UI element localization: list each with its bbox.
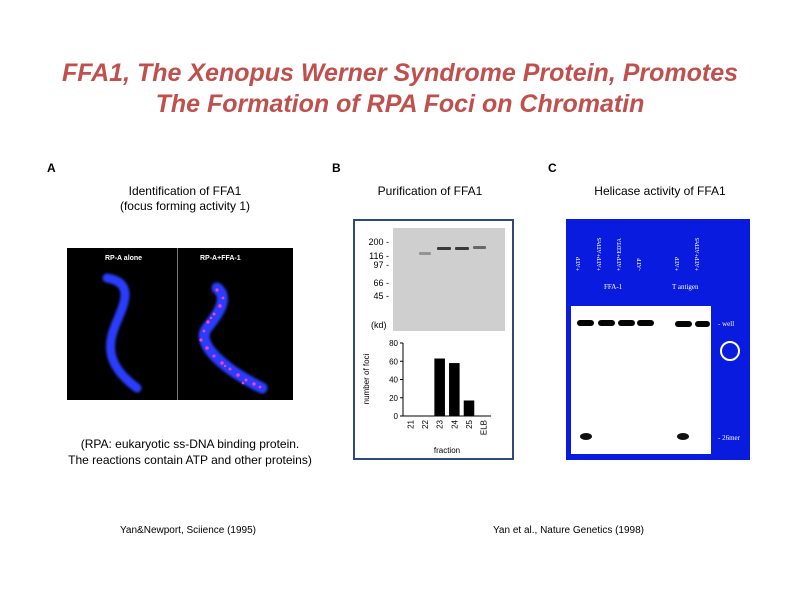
foci-bar-chart: number of foci fraction 0 20 40 60 80 21 22 23… [362,339,491,455]
gel-band-well [577,320,594,326]
panel-a-note-line1: (RPA: eukaryotic ss-DNA binding protein. [80,437,300,451]
y-tick-label: 40 [389,376,398,385]
panel-b-letter: B [332,161,341,175]
chromatin-image [102,273,268,394]
lane-label: +ATP+ATPrS [597,237,603,271]
mw-marker-200: 200 - [368,237,389,247]
micrograph-divider [177,248,178,400]
panel-a-title-line1: Identification of FFA1 [128,184,242,198]
chromatin-strand-right [198,282,268,394]
mw-marker-116: 116 - [369,251,389,261]
lane-label: +ATP+EDTA [617,238,623,271]
gel-band-well [618,320,635,326]
chart-bars [434,358,475,416]
panel-a-note-line2: The reactions contain ATP and other prot… [68,453,312,467]
lane-label: +ATP [675,256,681,271]
ring-marker [720,341,740,361]
gel-band [419,252,431,255]
fluorescence-micrograph: RP-A alone RP-A+FFA-1 [67,248,293,400]
panel-a-note: (RPA: eukaryotic ss-DNA binding protein.… [40,436,340,468]
lane-label: +ATP+ATPrS [695,237,701,271]
chromatin-strand-left [102,273,142,393]
group-label-ffa1: FFA-1 [604,283,623,291]
panel-a-title: Identification of FFA1 (focus forming ac… [80,184,290,214]
mw-marker-97: 97 - [373,260,389,270]
gel-band-well [637,320,654,326]
gel-band-well [598,320,615,326]
slide-title-line1: FFA1, The Xenopus Werner Syndrome Protei… [61,59,739,87]
bar-fraction-24 [449,363,460,416]
well-label: - well [718,320,735,328]
panel-c-letter: C [548,161,557,175]
y-tick-label: 0 [394,412,399,421]
gel-spot-26mer [677,433,689,440]
gel-band [455,247,469,250]
citation-nature-genetics: Yan et al., Nature Genetics (1998) [493,525,645,536]
lane-label: +ATP [576,256,582,271]
chart-ticks: 0 20 40 60 80 [389,339,403,421]
citation-science: Yan&Newport, Sciience (1995) [120,525,256,536]
x-tick-label: 23 [436,419,445,428]
mw-marker-66: 66 - [373,278,389,288]
bar-fraction-23 [434,358,445,416]
x-tick-label: 24 [450,419,459,428]
purification-figure: 200 - 116 - 97 - 66 - 45 - (kd) number o… [353,219,514,460]
y-tick-label: 80 [389,339,398,348]
x-tick-label: ELB [480,420,489,435]
rpa-foci [199,288,262,389]
gel-band [473,246,486,249]
substrate-label: - 26mer [718,434,740,442]
x-tick-label: 22 [421,419,430,428]
y-tick-label: 20 [389,394,398,403]
x-tick-label: 21 [406,419,415,428]
panel-b-title: Purification of FFA1 [377,184,483,198]
chart-categories: 21 22 23 24 25 ELB [406,419,488,435]
y-tick-label: 60 [389,357,398,366]
slide-title: FFA1, The Xenopus Werner Syndrome Protei… [0,58,800,120]
helicase-gel-figure: +ATP +ATP+ATPrS +ATP+EDTA -ATP +ATP +ATP… [566,219,750,460]
x-axis-label: fraction [434,446,460,455]
group-label-t-antigen: T antigen [672,283,699,291]
chart-axes [402,343,491,417]
slide-title-line2: The Formation of RPA Foci on Chromatin [155,90,645,118]
x-tick-label: 25 [465,419,474,428]
gel-band-well [675,321,692,327]
y-axis-label: number of foci [362,353,371,404]
gel-spot-26mer [580,433,592,440]
mw-marker-45: 45 - [373,291,389,301]
gel-band [437,247,451,250]
panel-a-title-line2: (focus forming activity 1) [119,199,251,213]
mw-unit-label: (kd) [371,320,387,330]
bar-fraction-25 [463,400,475,416]
gel-band-well [695,321,710,327]
panel-c-title: Helicase activity of FFA1 [594,184,726,198]
helicase-gel [571,306,711,454]
micrograph-label-rpa-alone: RP-A alone [105,255,143,262]
lane-label: -ATP [637,258,643,271]
panel-a-letter: A [47,161,56,175]
sds-page-gel [393,228,505,331]
micrograph-label-rpa-ffa1: RP-A+FFA-1 [200,255,241,262]
